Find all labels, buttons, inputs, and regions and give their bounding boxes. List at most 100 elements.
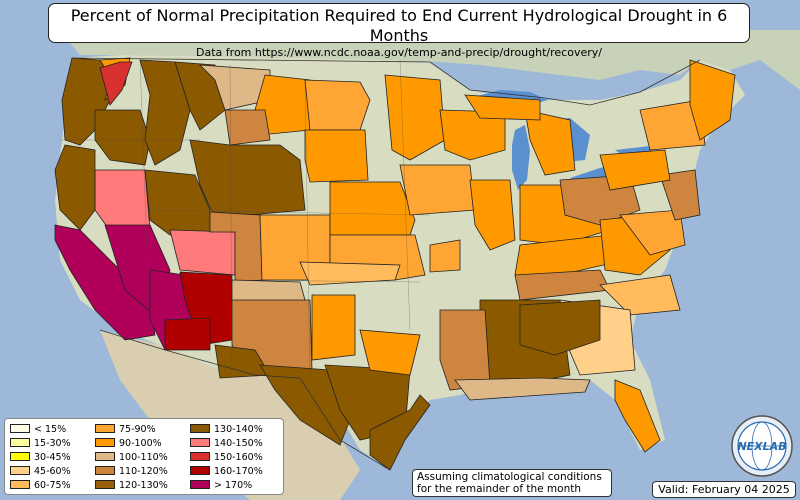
region-mid-atlantic (659, 169, 701, 221)
region-illinois (469, 179, 516, 251)
legend-label: 160-170% (214, 466, 263, 477)
region-dakotas-west (304, 79, 371, 131)
region-michigan-up (464, 94, 541, 121)
legend-swatch (190, 452, 210, 461)
title-box: Percent of Normal Precipitation Required… (48, 3, 750, 59)
region-montana-west (174, 61, 226, 131)
legend-item: 150-160% (190, 451, 263, 464)
region-montana-central (198, 64, 271, 111)
state-borders (60, 59, 431, 381)
legend-label: 75-90% (119, 424, 156, 435)
legend-label: 110-120% (119, 466, 168, 477)
logo-text: NEXLAB (737, 440, 786, 453)
border-line (229, 279, 421, 283)
legend-label: 15-30% (34, 438, 71, 449)
legend-swatch (190, 424, 210, 433)
legend-swatch (95, 424, 115, 433)
legend-item: 120-130% (95, 479, 168, 492)
assumption-note: Assuming climatological conditions for t… (412, 469, 612, 497)
region-nebraska (329, 181, 416, 236)
region-california-south (54, 224, 156, 341)
region-iowa (399, 164, 476, 216)
region-gulf-coast (454, 377, 591, 401)
legend-label: 130-140% (214, 424, 263, 435)
legend-item: 60-75% (10, 479, 71, 492)
region-louisiana (439, 309, 491, 391)
region-missouri (429, 239, 461, 273)
legend-swatch (10, 424, 30, 433)
legend-swatch (190, 466, 210, 475)
region-south-dakota-west (304, 129, 369, 183)
canada-landmass (60, 30, 800, 90)
border-line (229, 64, 233, 376)
legend-item: 30-45% (10, 451, 71, 464)
legend-item: 110-120% (95, 465, 168, 478)
region-minnesota (384, 74, 446, 161)
legend-item: < 15% (10, 423, 66, 436)
valid-date: Valid: February 04 2025 (652, 481, 796, 498)
border-line (139, 59, 151, 331)
legend-item: 45-60% (10, 465, 71, 478)
drought-regions (54, 57, 736, 471)
us-mexico-border (99, 329, 391, 471)
legend-item: 75-90% (95, 423, 156, 436)
region-new-england (689, 59, 736, 141)
region-florida (614, 379, 661, 453)
map-subtitle: Data from https://www.ncdc.noaa.gov/temp… (196, 46, 602, 59)
legend-item: 160-170% (190, 465, 263, 478)
legend-label: 140-150% (214, 438, 263, 449)
border-line (149, 209, 431, 216)
legend-item: 15-30% (10, 437, 71, 450)
region-pennsylvania (599, 149, 671, 191)
note-line-1: Assuming climatological conditions (417, 471, 602, 483)
legend-swatch (95, 452, 115, 461)
border-line (304, 79, 311, 381)
region-arizona-southeast (164, 317, 211, 351)
region-carolinas (599, 274, 681, 316)
region-montana-south (224, 109, 271, 146)
legend-label: 30-45% (34, 452, 71, 463)
legend-swatch (95, 466, 115, 475)
legend-item: 140-150% (190, 437, 263, 450)
region-texas-panhandle (311, 294, 356, 361)
legend-item: 130-140% (190, 423, 263, 436)
legend-item: > 170% (190, 479, 252, 492)
region-utah-south (169, 229, 236, 276)
legend-swatch (10, 452, 30, 461)
region-montana-east (254, 74, 311, 136)
legend-label: 60-75% (34, 480, 71, 491)
legend-swatch (190, 480, 210, 489)
region-deep-south-east (519, 299, 601, 356)
region-virginia (619, 209, 686, 256)
legend-label: 150-160% (214, 452, 263, 463)
region-texas-east (359, 329, 421, 376)
region-kentucky (514, 234, 626, 276)
region-arizona-east (179, 271, 233, 346)
region-oklahoma-west (299, 261, 401, 286)
legend-label: > 170% (214, 480, 253, 491)
legend-label: 90-100% (119, 438, 162, 449)
mexico-landmass (100, 330, 360, 500)
legend-label: < 15% (34, 424, 67, 435)
region-texas-coast (369, 394, 431, 471)
legend-item: 100-110% (95, 451, 168, 464)
legend-swatch (95, 438, 115, 447)
legend-swatch (10, 438, 30, 447)
border-line (399, 59, 411, 331)
region-michigan (524, 109, 576, 176)
map-title: Percent of Normal Precipitation Required… (70, 6, 728, 45)
region-washington-east (99, 61, 133, 106)
legend-swatch (10, 480, 30, 489)
legend-label: 100-110% (119, 452, 168, 463)
region-wyoming (189, 139, 306, 216)
note-line-2: for the remainder of the month (417, 483, 582, 495)
region-new-york (639, 99, 706, 151)
us-canada-border (71, 57, 701, 106)
legend: < 15% 15-30% 30-45% 45-60% 60-75% 75-90%… (4, 418, 284, 495)
legend-swatch (190, 438, 210, 447)
legend-label: 120-130% (119, 480, 168, 491)
legend-swatch (95, 480, 115, 489)
nexlab-globe-logo-icon: NEXLAB (731, 415, 793, 477)
lake-michigan (512, 125, 530, 190)
